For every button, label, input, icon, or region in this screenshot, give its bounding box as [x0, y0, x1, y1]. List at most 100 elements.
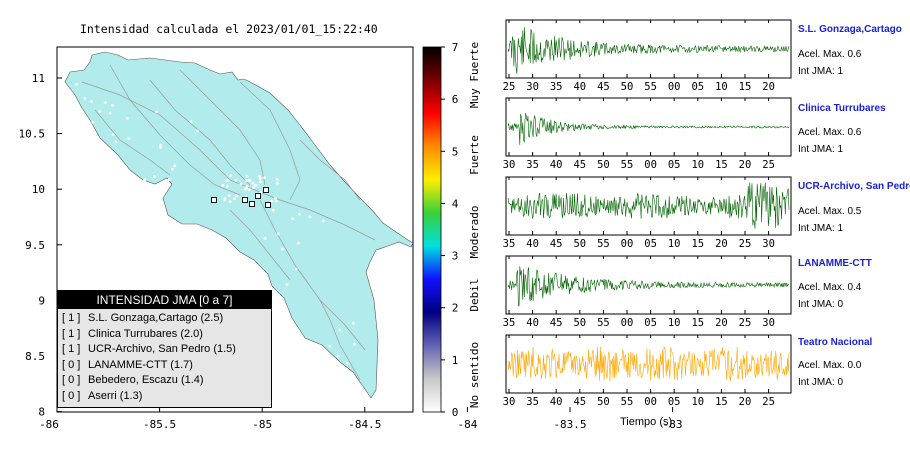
colorbar-category-labels: Muy Fuerte Fuerte Moderado Debil No sentido	[468, 42, 481, 408]
station-name: LANAMME-CTT	[798, 258, 872, 269]
station-dot	[91, 120, 95, 124]
time-tick-label: 50	[573, 238, 586, 250]
time-tick-label: 05	[644, 238, 657, 250]
station-dot	[290, 217, 294, 221]
station-dot	[125, 116, 129, 120]
lon-tick-label: -85	[252, 418, 272, 431]
time-tick-label: 55	[597, 317, 610, 329]
time-tick-label: 20	[762, 81, 775, 93]
station-dot	[232, 197, 236, 201]
station-dot	[90, 100, 93, 103]
station-jma: Int JMA: 0	[798, 299, 844, 310]
waveform-panel: 35 40 45 50 55 00 05 10 15 20 25 30	[503, 176, 792, 250]
station-dot	[277, 232, 280, 236]
station-dot	[225, 185, 229, 188]
station-dot	[271, 208, 275, 212]
lon-tick-label: -83	[663, 418, 683, 431]
road-network	[81, 64, 376, 381]
time-tick-label: 15	[739, 81, 752, 93]
time-tick-label: 20	[739, 159, 752, 171]
time-tick-label: 00	[644, 159, 657, 171]
lon-tick-label: -85.5	[143, 418, 176, 431]
time-tick-label: 30	[762, 238, 775, 250]
station-dot	[326, 365, 329, 369]
time-tick-label: 35	[503, 317, 516, 329]
lat-tick-label: 10.5	[19, 128, 46, 141]
time-tick-label: 55	[597, 238, 610, 250]
colorbar-tick-label: 4	[452, 197, 459, 210]
time-tick-label: 15	[691, 238, 704, 250]
station-name: Clinica Turrubares	[798, 103, 886, 114]
time-tick-label: 10	[715, 81, 728, 93]
time-tick-label: 10	[691, 396, 704, 408]
station-dot	[111, 132, 115, 136]
waveform-trace	[507, 182, 790, 229]
legend-entry: [ 1 ] S.L. Gonzaga,Cartago (2.5)	[62, 312, 224, 324]
station-dot	[308, 215, 312, 219]
station-dot	[221, 184, 225, 187]
station-dot	[228, 200, 232, 203]
colorbar-tick-label: 7	[452, 41, 459, 54]
station-dot	[196, 129, 199, 133]
station-dot	[155, 110, 158, 114]
station-dot	[254, 183, 258, 187]
time-axis-label: Tiempo (s)	[620, 416, 673, 428]
legend-entries: [ 1 ] S.L. Gonzaga,Cartago (2.5) [ 1 ] Cli…	[62, 311, 271, 404]
station-dot	[116, 175, 119, 178]
station-accel: Acel. Max. 0.6	[798, 127, 862, 138]
station-dot	[153, 175, 156, 178]
colorbar-category-label: Fuerte	[468, 135, 481, 175]
waveform-panel: 35 40 45 50 55 00 05 10 15 20 25 30	[503, 255, 792, 329]
lon-tick-label: -84	[457, 418, 477, 431]
station-dot	[103, 101, 107, 105]
colorbar-category-label: Moderado	[468, 206, 481, 259]
station-name: S.L. Gonzaga,Cartago	[798, 24, 902, 35]
time-tick-label: 50	[597, 159, 610, 171]
station-dot	[227, 194, 231, 198]
lon-tick-label: -86	[39, 418, 59, 431]
waveform-panel: 30 35 40 45 50 55 00 05 10 15 20 25	[503, 97, 792, 171]
station-square	[255, 193, 261, 199]
station-dot	[259, 269, 263, 272]
station-dot	[245, 184, 249, 188]
lat-tick-label: 10	[32, 183, 45, 196]
station-dot	[173, 164, 177, 168]
time-tick-label: 25	[503, 81, 516, 93]
time-tick-label: 55	[644, 81, 657, 93]
station-dot	[108, 111, 112, 115]
station-square	[265, 202, 271, 208]
panel-frame	[505, 255, 792, 315]
station-dot	[251, 181, 255, 185]
time-tick-label: 45	[597, 81, 610, 93]
lat-tick-label: 8.5	[25, 350, 45, 363]
time-tick-label: 35	[503, 238, 516, 250]
station-dot	[99, 187, 103, 191]
time-tick-label: 15	[691, 317, 704, 329]
latitude-axis: 11 10.5 10 9.5 9 8.5 8	[19, 72, 62, 419]
station-dot	[258, 180, 262, 184]
station-dot	[158, 143, 162, 147]
station-dot	[252, 186, 256, 190]
station-dot	[245, 175, 249, 178]
time-tick-label: 50	[573, 317, 586, 329]
station-dot	[258, 174, 261, 178]
station-jma: Int JMA: 1	[798, 223, 844, 234]
station-dot	[89, 137, 93, 141]
station-dot	[270, 199, 273, 203]
station-dot	[103, 172, 107, 175]
station-dot	[167, 178, 171, 181]
highlighted-stations	[211, 187, 271, 208]
station-dot	[78, 132, 82, 136]
time-tick-label: 40	[526, 238, 539, 250]
station-dot	[259, 190, 263, 194]
station-dot	[298, 212, 301, 216]
map-title: Intensidad calculada el 2023/01/01_15:22…	[80, 22, 378, 36]
station-dot	[189, 120, 193, 124]
time-tick-label: 35	[526, 159, 539, 171]
time-tick-label: 00	[621, 317, 634, 329]
station-dot	[143, 178, 147, 182]
station-jma: Int JMA: 1	[798, 66, 844, 77]
legend-entry: [ 1 ] UCR-Archivo, San Pedro (1.5)	[62, 343, 236, 355]
station-dot	[223, 198, 227, 202]
